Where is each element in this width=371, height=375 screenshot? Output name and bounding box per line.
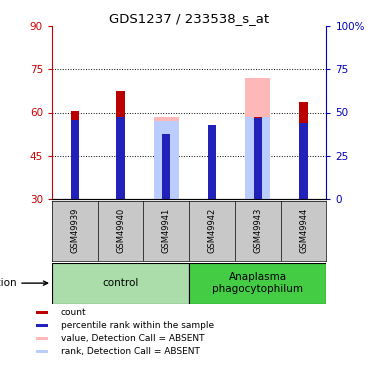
Text: percentile rank within the sample: percentile rank within the sample — [61, 321, 214, 330]
Bar — [245, 78, 270, 199]
Bar — [189, 262, 326, 304]
Text: count: count — [61, 308, 86, 316]
Bar — [162, 134, 170, 199]
Bar — [36, 310, 47, 314]
Text: GSM49944: GSM49944 — [299, 208, 308, 253]
Bar — [245, 117, 270, 199]
Title: GDS1237 / 233538_s_at: GDS1237 / 233538_s_at — [109, 12, 269, 25]
Text: Anaplasma
phagocytophilum: Anaplasma phagocytophilum — [212, 272, 303, 294]
Text: control: control — [102, 278, 139, 288]
Text: rank, Detection Call = ABSENT: rank, Detection Call = ABSENT — [61, 347, 200, 356]
Bar — [254, 118, 262, 199]
Bar — [71, 111, 79, 199]
Bar — [116, 91, 125, 199]
Bar — [36, 337, 47, 340]
Text: GSM49942: GSM49942 — [208, 208, 217, 253]
Text: GSM49943: GSM49943 — [253, 208, 262, 254]
Bar — [36, 324, 47, 327]
Bar — [154, 120, 179, 199]
Bar — [116, 117, 125, 199]
Bar — [71, 120, 79, 199]
Bar — [208, 135, 216, 199]
Text: value, Detection Call = ABSENT: value, Detection Call = ABSENT — [61, 334, 204, 343]
Bar — [36, 350, 47, 353]
Bar — [299, 123, 308, 199]
Text: GSM49940: GSM49940 — [116, 208, 125, 253]
Bar — [299, 102, 308, 199]
Text: GSM49939: GSM49939 — [70, 208, 79, 254]
Bar — [154, 117, 179, 199]
Bar — [254, 117, 262, 199]
Text: infection: infection — [0, 278, 47, 288]
Bar — [52, 262, 189, 304]
Text: GSM49941: GSM49941 — [162, 208, 171, 253]
Bar — [162, 135, 170, 199]
Bar — [208, 125, 216, 199]
